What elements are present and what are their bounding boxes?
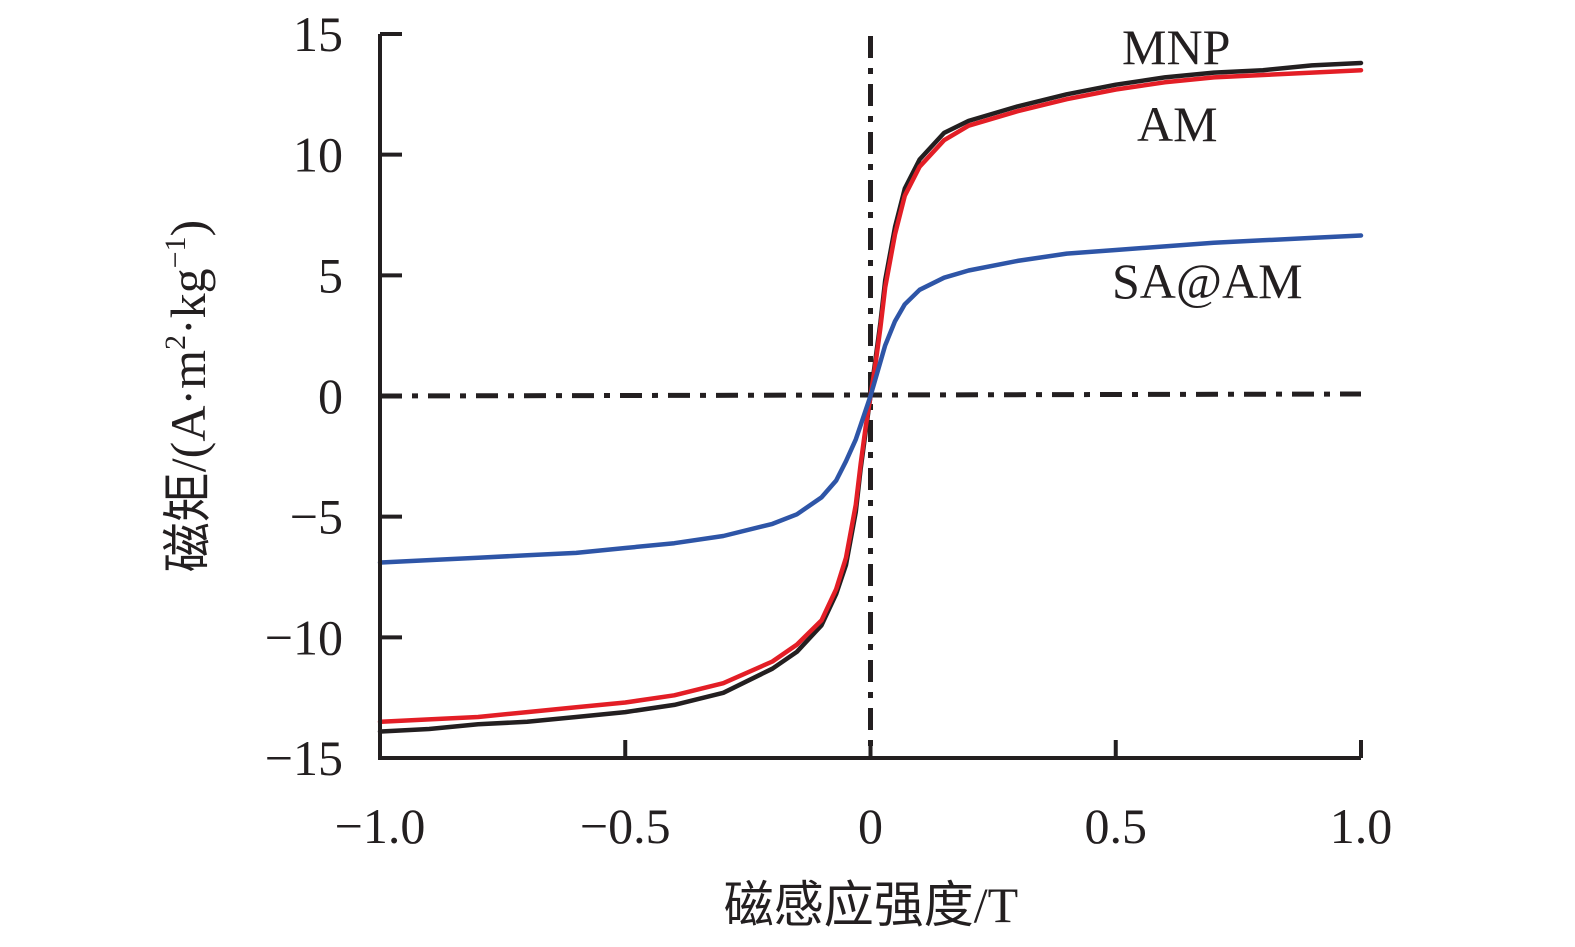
x-ticks: −1.0 −0.5 0 0.5 1.0 [335,740,1393,854]
svg-text:磁矩/(A·m2·kg−1): 磁矩/(A·m2·kg−1) [159,220,216,572]
x-tick-label: 0.5 [1085,798,1148,854]
y-ticks: 15 10 5 0 −5 −10 −15 [265,6,402,786]
y-title-m: m [160,350,216,389]
y-tick-label: −5 [290,489,343,545]
y-tick-label: 5 [318,247,343,303]
x-tick-label: −1.0 [335,798,426,854]
x-axis-title: 磁感应强度/T [724,877,1018,933]
y-title-sup-2: 2 [159,335,192,350]
y-title-sup-minus-1: −1 [159,236,192,268]
y-tick-label: 10 [293,127,343,183]
y-tick-label: 15 [293,6,343,62]
y-tick-label: −15 [265,730,343,786]
series-label-am: AM [1137,96,1218,152]
series-label-mnp: MNP [1122,19,1230,75]
y-title-dot-1: · [160,389,216,406]
y-tick-label: −10 [265,609,343,665]
x-tick-label: 0 [858,798,883,854]
series-lines [377,60,1364,734]
y-title-dot-2: · [160,318,216,335]
x-tick-label: 1.0 [1330,798,1393,854]
series-line-sa-am [377,233,1364,565]
y-title-suffix: ) [160,220,216,237]
y-axis-title: 磁矩/(A·m2·kg−1) [159,220,216,572]
series-label-sa-am: SA@AM [1112,253,1303,309]
x-tick-label: −0.5 [580,798,671,854]
y-title-prefix: 磁矩/(A [160,406,216,573]
y-tick-label: 0 [318,368,343,424]
y-title-kg: kg [160,268,216,318]
